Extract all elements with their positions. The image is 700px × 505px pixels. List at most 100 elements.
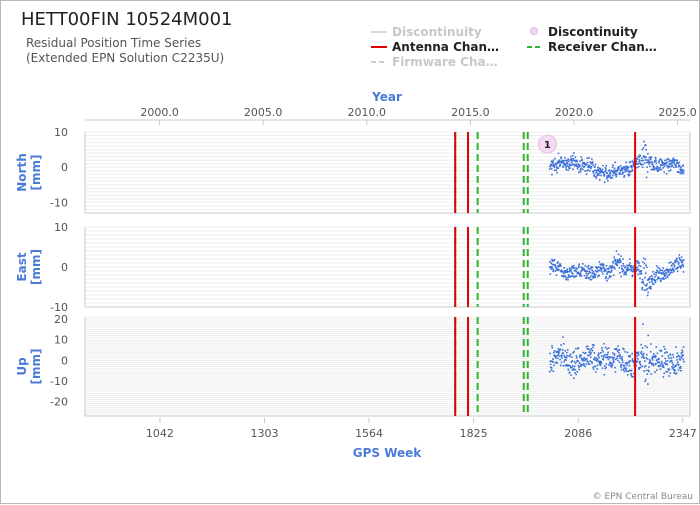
data-point-east: [637, 273, 640, 276]
data-point-east: [593, 274, 596, 276]
data-point-up: [603, 365, 606, 367]
data-point-up: [562, 342, 565, 345]
data-point-east: [560, 265, 562, 267]
data-point-up: [565, 359, 567, 361]
data-point-up: [668, 375, 671, 377]
data-point-east: [672, 268, 675, 271]
data-point-up: [584, 359, 587, 361]
data-point-north: [572, 168, 574, 170]
data-point-east: [576, 267, 578, 270]
data-point-up: [600, 362, 603, 364]
data-point-north: [614, 169, 617, 172]
data-point-east: [649, 286, 651, 288]
data-point-up: [602, 358, 605, 361]
data-point-north: [608, 169, 611, 172]
data-point-north: [594, 163, 597, 166]
data-point-up: [660, 360, 663, 363]
data-point-east: [661, 269, 664, 272]
data-point-up: [610, 362, 613, 364]
data-point-east: [677, 266, 680, 269]
data-point-north: [642, 159, 644, 162]
data-point-up: [591, 349, 594, 352]
data-point-east: [587, 273, 589, 275]
data-point-up: [556, 351, 558, 354]
data-point-east: [602, 265, 605, 268]
data-point-east: [606, 279, 608, 282]
data-point-up: [629, 354, 632, 357]
data-point-up: [640, 350, 643, 353]
data-point-east: [612, 261, 614, 264]
data-point-north: [605, 177, 608, 180]
data-point-north: [660, 164, 662, 166]
data-point-up: [566, 351, 568, 354]
data-point-east: [605, 264, 608, 267]
data-point-up: [669, 372, 672, 374]
data-point-north: [623, 166, 625, 168]
data-point-up: [579, 354, 582, 357]
legend-label-discontinuity-dot: Discontinuity: [548, 25, 638, 39]
data-point-east: [552, 270, 554, 273]
data-point-north: [638, 160, 641, 163]
data-point-east: [594, 275, 596, 277]
data-point-east: [622, 258, 624, 260]
data-point-up: [571, 366, 573, 369]
data-point-north: [583, 161, 586, 164]
data-point-north: [570, 157, 573, 160]
data-point-up: [578, 362, 581, 364]
data-point-east: [624, 273, 627, 275]
data-point-up: [623, 370, 626, 373]
data-point-north: [589, 170, 591, 172]
data-point-east: [607, 277, 609, 280]
data-point-north: [652, 167, 655, 169]
data-point-north: [649, 165, 651, 168]
data-point-east: [607, 271, 609, 273]
data-point-up: [647, 334, 650, 337]
data-point-up: [599, 364, 602, 367]
data-point-east: [568, 275, 570, 278]
data-point-east: [668, 274, 670, 276]
data-point-up: [637, 358, 639, 360]
data-point-north: [603, 173, 606, 176]
data-point-up: [607, 356, 609, 358]
data-point-up: [630, 374, 633, 376]
data-point-east: [609, 271, 612, 274]
data-point-east: [630, 270, 633, 272]
data-point-up: [606, 347, 608, 350]
data-point-north: [612, 174, 614, 177]
data-point-north: [552, 161, 554, 163]
data-point-east: [629, 268, 632, 271]
data-point-up: [649, 361, 652, 364]
data-point-north: [557, 162, 559, 165]
data-point-up: [569, 353, 572, 356]
data-point-up: [635, 361, 638, 363]
data-point-east: [631, 274, 634, 277]
data-point-up: [599, 360, 601, 362]
bottom-axis-tick-label-1: 1303: [250, 427, 278, 440]
data-point-up: [600, 351, 602, 354]
y-axis-title-up: Up: [15, 357, 29, 376]
bottom-axis-tick-label-5: 2347: [669, 427, 697, 440]
data-point-north: [627, 170, 630, 172]
data-point-east: [642, 257, 645, 260]
data-point-north: [586, 157, 589, 159]
data-point-north: [674, 164, 677, 166]
data-point-up: [654, 371, 656, 373]
data-point-up: [664, 357, 667, 360]
data-point-east: [655, 272, 658, 274]
data-point-up: [679, 359, 681, 361]
data-point-north: [670, 165, 673, 168]
data-point-up: [598, 361, 601, 364]
data-point-up: [623, 367, 625, 369]
data-point-north: [676, 161, 678, 164]
data-point-up: [631, 358, 634, 360]
data-point-north: [663, 163, 666, 166]
data-point-up: [561, 349, 564, 351]
data-point-north: [648, 156, 651, 159]
data-point-up: [605, 366, 607, 369]
data-point-east: [669, 271, 672, 274]
data-point-up: [646, 358, 649, 360]
data-point-east: [620, 265, 623, 267]
data-point-north: [660, 159, 663, 161]
data-point-up: [556, 362, 559, 364]
data-point-north: [672, 157, 675, 159]
